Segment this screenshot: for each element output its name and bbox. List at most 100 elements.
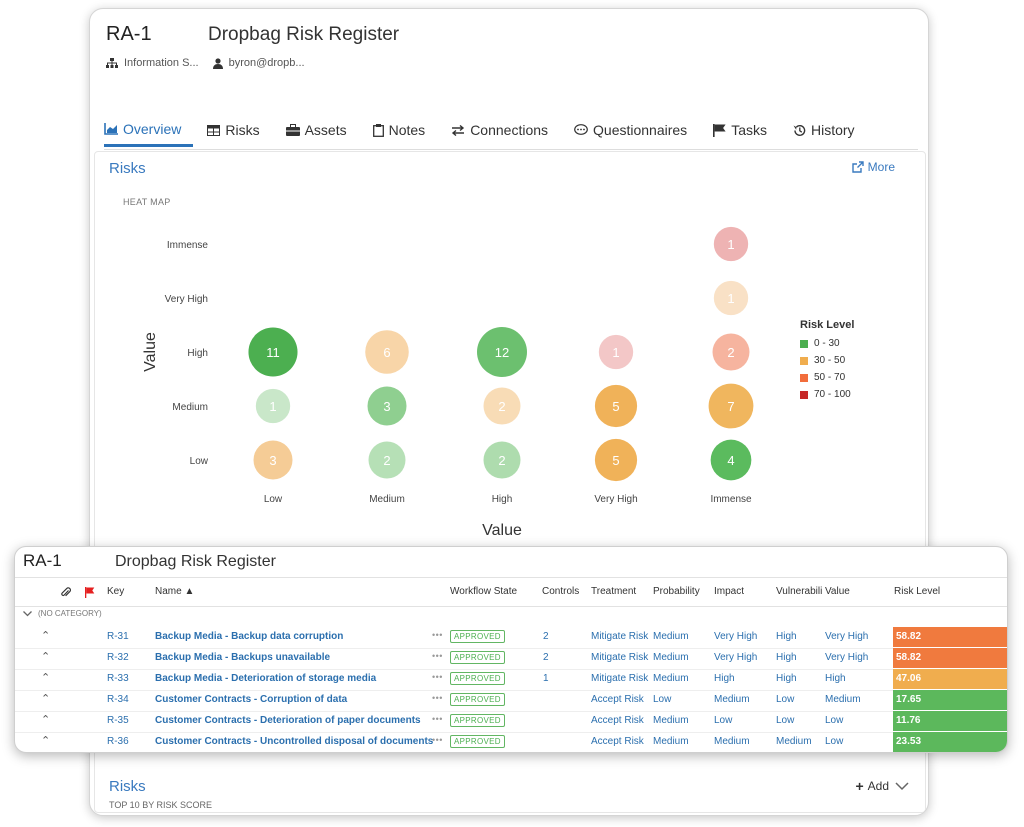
risk-name-link[interactable]: Backup Media - Backups unavailable <box>155 652 331 663</box>
briefcase-icon <box>285 124 300 136</box>
tab-notes-label: Notes <box>388 122 426 138</box>
row-actions-menu[interactable]: ••• <box>432 651 443 661</box>
value-cell: Medium <box>825 694 861 705</box>
risk-key-link[interactable]: R-31 <box>107 631 129 642</box>
row-actions-menu[interactable]: ••• <box>432 735 443 745</box>
table-row[interactable]: ⌃ R-34 Customer Contracts - Corruption of … <box>15 690 1007 712</box>
heatmap-chart: Low Medium High Very High Immense Low Medium Hi… <box>142 226 754 539</box>
record-header: RA-1 Dropbag Risk Register <box>106 23 399 46</box>
row-actions-menu[interactable]: ••• <box>432 714 443 724</box>
controls-count-link[interactable]: 1 <box>543 673 549 684</box>
treatment-cell: Accept Risk <box>591 694 644 705</box>
heatmap-bubble <box>594 438 638 482</box>
col-treatment[interactable]: Treatment <box>591 586 637 597</box>
risk-name-link[interactable]: Customer Contracts - Uncontrolled dispos… <box>155 736 434 747</box>
user-chip[interactable]: byron@dropb... <box>212 57 305 69</box>
expand-chevron-icon[interactable]: ⌃ <box>41 651 51 663</box>
table-row[interactable]: ⌃ R-32 Backup Media - Backups unavailable •… <box>15 648 1007 670</box>
heatmap-count: 5 <box>612 453 619 468</box>
risk-key-link[interactable]: R-36 <box>107 736 129 747</box>
risk-name-link[interactable]: Backup Media - Deterioration of storage … <box>155 673 377 684</box>
red-flag-icon[interactable] <box>85 587 95 598</box>
treatment-cell: Mitigate Risk <box>591 631 649 642</box>
x-tick-label: High <box>492 494 513 505</box>
risk-name-link[interactable]: Customer Contracts - Deterioration of pa… <box>155 715 421 726</box>
heatmap-label: HEAT MAP <box>123 197 171 207</box>
risk-key-link[interactable]: R-35 <box>107 715 129 726</box>
impact-cell: Medium <box>714 694 750 705</box>
probability-cell: Medium <box>653 736 689 747</box>
row-actions-menu[interactable]: ••• <box>432 672 443 682</box>
risks-heatmap-panel: Risks More HEAT MAP Low Medium High Very Hi… <box>94 151 926 813</box>
controls-count-link[interactable]: 2 <box>543 652 549 663</box>
tab-history[interactable]: History <box>793 113 867 147</box>
col-name[interactable]: Name ▲ <box>155 586 195 597</box>
risk-name-link[interactable]: Customer Contracts - Corruption of data <box>155 694 348 705</box>
col-value[interactable]: Value <box>825 586 850 597</box>
col-controls[interactable]: Controls <box>542 586 580 597</box>
expand-chevron-icon[interactable]: ⌃ <box>41 672 51 684</box>
tab-connections-label: Connections <box>470 122 549 138</box>
expand-chevron-icon[interactable]: ⌃ <box>41 735 51 747</box>
tab-connections[interactable]: Connections <box>451 113 560 147</box>
vulnerability-cell: High <box>776 652 797 663</box>
risk-name-link[interactable]: Backup Media - Backup data corruption <box>155 631 344 642</box>
tab-tasks[interactable]: Tasks <box>713 113 779 147</box>
table-row[interactable]: ⌃ R-35 Customer Contracts - Deterioration … <box>15 711 1007 733</box>
vulnerability-cell: High <box>776 631 797 642</box>
tab-assets[interactable]: Assets <box>285 113 359 147</box>
legend-swatch <box>800 356 808 365</box>
value-cell: Very High <box>825 652 869 663</box>
more-link-label: More <box>867 160 895 174</box>
category-label: (NO CATEGORY) <box>38 609 102 618</box>
risk-level-cell: 47.06 <box>893 669 1007 689</box>
risk-key-link[interactable]: R-32 <box>107 652 129 663</box>
record-meta: Information S... byron@dropb... <box>106 57 319 69</box>
grid-column-headers: Key Name ▲ Workflow State Controls Treat… <box>15 577 1007 607</box>
heatmap-bubble <box>368 441 406 479</box>
more-link[interactable]: More <box>851 160 895 174</box>
expand-chevron-icon[interactable]: ⌃ <box>41 714 51 726</box>
expand-chevron-icon[interactable]: ⌃ <box>41 693 51 705</box>
tab-bar: Overview Risks Assets Notes Connections … <box>104 113 918 150</box>
risk-key-link[interactable]: R-34 <box>107 694 129 705</box>
heatmap-bubble <box>367 386 407 426</box>
heatmap-count: 4 <box>727 453 734 468</box>
tab-overview[interactable]: Overview <box>104 113 194 147</box>
row-actions-menu[interactable]: ••• <box>432 630 443 640</box>
heatmap-count: 6 <box>383 345 390 360</box>
category-group-row[interactable]: (NO CATEGORY) <box>23 609 102 618</box>
heatmap-count: 1 <box>727 237 734 252</box>
tab-assets-label: Assets <box>304 122 347 138</box>
tab-questionnaires[interactable]: Questionnaires <box>574 113 699 147</box>
controls-count-link[interactable]: 2 <box>543 631 549 642</box>
tab-risks[interactable]: Risks <box>207 113 271 147</box>
row-actions-menu[interactable]: ••• <box>432 693 443 703</box>
heatmap-bubble <box>253 440 293 480</box>
add-button[interactable]: + Add <box>855 778 909 794</box>
col-impact[interactable]: Impact <box>714 586 745 597</box>
paperclip-icon[interactable] <box>61 587 71 598</box>
risk-key-link[interactable]: R-33 <box>107 673 129 684</box>
tab-notes[interactable]: Notes <box>372 113 438 147</box>
org-chip[interactable]: Information S... <box>106 57 199 69</box>
impact-cell: Very High <box>714 631 758 642</box>
chart-area-icon <box>104 122 118 135</box>
risk-level-legend: Risk Level 0 - 30 30 - 50 50 - 70 70 - 1… <box>800 319 854 403</box>
col-workflow-state[interactable]: Workflow State <box>450 586 518 597</box>
table-row[interactable]: ⌃ R-36 Customer Contracts - Uncontrolled d… <box>15 732 1007 752</box>
risk-register-grid-card: RA-1 Dropbag Risk Register Key Name ▲ Wo… <box>14 546 1008 753</box>
col-key[interactable]: Key <box>107 586 125 597</box>
legend-swatch <box>800 390 808 399</box>
col-vulnerability[interactable]: Vulnerabili <box>776 586 823 597</box>
x-tick-label: Very High <box>594 494 637 505</box>
legend-swatch <box>800 339 808 348</box>
x-tick-label: Immense <box>710 494 752 505</box>
table-row[interactable]: ⌃ R-31 Backup Media - Backup data corrupti… <box>15 627 1007 649</box>
legend-item: 70 - 100 <box>800 386 854 403</box>
col-probability[interactable]: Probability <box>653 586 700 597</box>
table-row[interactable]: ⌃ R-33 Backup Media - Deterioration of sto… <box>15 669 1007 691</box>
expand-chevron-icon[interactable]: ⌃ <box>41 630 51 642</box>
heatmap-bubble <box>248 327 298 377</box>
col-risk-level[interactable]: Risk Level <box>894 586 941 597</box>
